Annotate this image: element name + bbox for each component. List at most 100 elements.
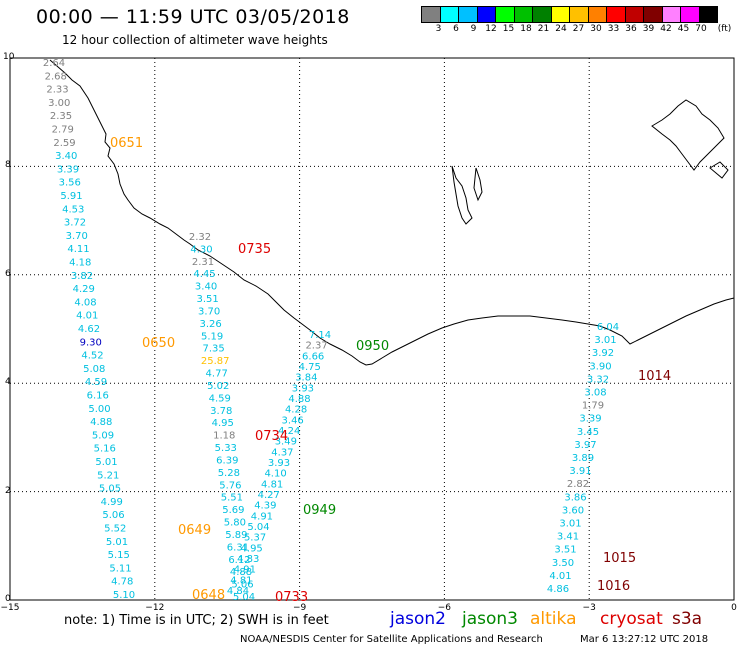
latitude-tick-label: 2 — [5, 485, 11, 496]
wave-height-value: 4.29 — [73, 284, 95, 295]
color-scale — [421, 6, 718, 23]
color-swatch — [532, 6, 552, 23]
latitude-tick-label: 0 — [5, 594, 11, 604]
legend-altika: altika — [530, 609, 577, 629]
wave-height-value: 3.97 — [574, 440, 596, 451]
color-swatch — [587, 6, 607, 23]
wave-height-value: 3.84 — [295, 373, 317, 384]
wave-height-value: 4.39 — [254, 501, 276, 512]
wave-height-value: 2.79 — [52, 125, 74, 136]
wave-height-value: 5.01 — [106, 537, 128, 548]
wave-height-value: 3.40 — [195, 282, 217, 293]
wave-height-value: 3.92 — [592, 348, 614, 359]
wave-height-value: 5.04 — [233, 592, 255, 603]
color-scale-label: 6 — [453, 24, 459, 34]
wave-height-value: 3.91 — [569, 466, 591, 477]
color-scale-label: 33 — [607, 24, 620, 34]
color-scale-label: 70 — [695, 24, 707, 34]
wave-height-value: 5.04 — [247, 522, 269, 533]
wave-height-value: 6.16 — [87, 391, 109, 402]
pass-time-label: 1014 — [638, 369, 671, 384]
pass-time-label: 0734 — [255, 429, 288, 444]
pass-time-label: 0648 — [192, 588, 225, 603]
wave-height-value: 4.78 — [111, 577, 133, 588]
wave-height-value: 6.31 — [227, 542, 249, 553]
wave-height-value: 5.19 — [201, 331, 223, 342]
color-scale-label: 18 — [520, 24, 532, 34]
wave-height-value: 6.39 — [216, 455, 238, 466]
latitude-tick-label: 8 — [5, 160, 11, 171]
color-swatch — [550, 6, 570, 23]
wave-height-value: 5.00 — [88, 404, 110, 415]
color-swatch — [569, 6, 589, 23]
wave-height-value: 3.60 — [562, 505, 584, 516]
wave-height-value: 1.79 — [582, 401, 604, 412]
wave-height-value: 3.78 — [210, 406, 232, 417]
wave-height-value: 5.52 — [104, 524, 126, 535]
color-swatch — [624, 6, 644, 23]
wave-height-value: 3.32 — [587, 374, 609, 385]
color-scale-label: 24 — [555, 24, 567, 34]
wave-height-value: 2.37 — [305, 341, 327, 352]
wave-height-value: 2.82 — [567, 479, 589, 490]
color-scale-label: 36 — [625, 24, 637, 34]
legend-cryosat: cryosat — [600, 609, 663, 629]
color-swatch — [698, 6, 718, 23]
longitude-tick-label: −12 — [145, 603, 165, 613]
wave-height-value: 4.10 — [264, 469, 286, 480]
wave-height-value: 3.72 — [64, 218, 86, 229]
wave-height-value: 4.95 — [212, 418, 234, 429]
longitude-tick-label: 0 — [731, 603, 737, 613]
wave-height-value: 4.81 — [261, 479, 283, 490]
coastline — [49, 59, 735, 366]
wave-height-value: 5.06 — [102, 510, 124, 521]
wave-height-value: 4.52 — [81, 351, 103, 362]
legend-s3a: s3a — [672, 609, 703, 629]
pass-time-label: 0651 — [110, 136, 143, 151]
map-subtitle: 12 hour collection of altimeter wave hei… — [62, 33, 328, 47]
wave-height-value: 6.04 — [597, 322, 619, 333]
color-swatch — [606, 6, 626, 23]
color-swatch — [421, 6, 441, 23]
color-scale-label: 3 — [435, 24, 442, 34]
wave-height-value: 3.70 — [66, 231, 88, 242]
wave-height-value: 3.82 — [71, 271, 93, 282]
wave-height-value: 4.59 — [85, 377, 107, 388]
longitude-tick-label: −6 — [437, 603, 452, 613]
wave-height-value: 4.86 — [547, 584, 569, 595]
color-scale-label: 42 — [660, 24, 672, 34]
wave-height-value: 4.62 — [78, 324, 100, 335]
wave-height-value: 2.59 — [53, 138, 75, 149]
wave-height-value: 4.08 — [74, 297, 96, 308]
wave-height-value: 5.21 — [97, 470, 119, 481]
wave-height-value: 2.68 — [45, 71, 67, 82]
graticule — [10, 58, 734, 600]
wave-height-value: 3.51 — [196, 294, 218, 305]
color-swatch — [476, 6, 496, 23]
pass-time-label: 0650 — [142, 336, 175, 351]
wave-height-value: 3.93 — [292, 383, 314, 394]
color-scale-labels: 3 6 9 12 15 18 21 24 27 30 33 36 39 42 45 70 (ft) — [421, 24, 740, 36]
wave-height-value: 3.56 — [59, 178, 81, 189]
map-plot: 2.64 2.68 2.33 3.00 2.35 2.79 2.59 3.40 3.39 3.56… — [9, 57, 735, 605]
pass-time-label: 0649 — [178, 523, 211, 538]
wave-height-value: 4.37 — [271, 447, 293, 458]
wave-height-value: 3.39 — [579, 414, 601, 425]
wave-height-value: 5.91 — [60, 191, 82, 202]
wave-height-value: 3.46 — [282, 415, 304, 426]
pass-time-label: 1015 — [603, 551, 636, 566]
color-scale-label: 39 — [642, 24, 655, 34]
wave-height-value: 6.12 — [228, 555, 250, 566]
latitude-tick-label: 4 — [5, 377, 11, 388]
wave-height-value: 5.06 — [231, 580, 253, 591]
wave-height-value: 3.49 — [275, 437, 297, 448]
wave-height-value: 4.24 — [278, 426, 300, 437]
wave-height-value: 3.51 — [554, 545, 576, 556]
wave-height-value: 2.64 — [43, 58, 65, 69]
plot-frame — [9, 57, 735, 601]
color-scale-label: 21 — [537, 24, 550, 34]
wave-height-value: 3.50 — [552, 558, 574, 569]
generation-timestamp: Mar 6 13:27:12 UTC 2018 — [580, 634, 709, 645]
wave-height-value: 3.01 — [594, 335, 616, 346]
wave-height-value: 4.81 — [230, 575, 252, 586]
